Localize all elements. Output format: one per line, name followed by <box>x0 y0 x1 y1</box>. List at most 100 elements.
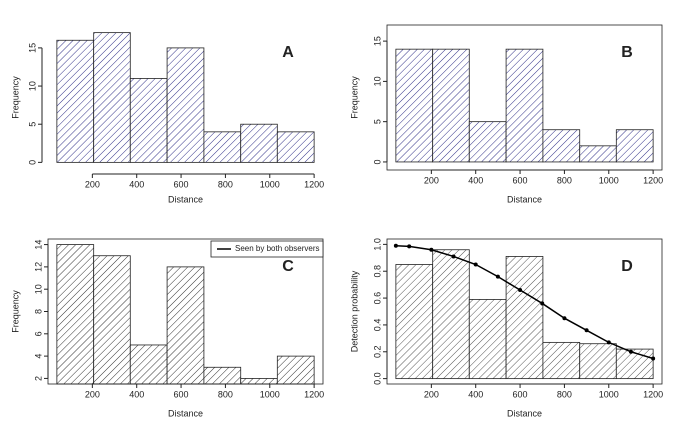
bar <box>203 131 242 163</box>
bar <box>203 366 242 385</box>
bar <box>505 256 544 380</box>
x-tick-label: 800 <box>218 179 233 189</box>
x-axis-label: Distance <box>168 194 203 204</box>
y-axis-label: Frequency <box>10 290 20 333</box>
bar <box>579 145 617 163</box>
y-tick-label: 1.0 <box>372 238 382 251</box>
y-axis-label: Frequency <box>10 76 20 119</box>
y-tick-label: 2 <box>33 376 43 381</box>
y-tick-label: 10 <box>27 81 37 91</box>
x-tick-label: 400 <box>468 389 483 399</box>
y-tick-label: 12 <box>33 262 43 272</box>
curve-point <box>628 349 633 354</box>
curve-point <box>584 328 589 333</box>
x-tick-label: 1000 <box>260 179 280 189</box>
y-tick-label: 0.6 <box>372 292 382 305</box>
x-tick-label: 1200 <box>643 389 663 399</box>
x-tick-label: 800 <box>557 175 572 185</box>
curve-point <box>393 243 398 248</box>
panel: 0 5 10 15 200 400 600 800 1000 1200 Distance Freque… <box>10 32 324 204</box>
bar <box>276 355 315 385</box>
x-tick-label: 1200 <box>304 179 324 189</box>
bar <box>432 48 470 163</box>
y-tick-label: 14 <box>33 240 43 250</box>
curve-point <box>429 247 434 252</box>
x-tick-label: 1000 <box>599 389 619 399</box>
y-tick-label: 6 <box>33 331 43 336</box>
y-tick-label: 0 <box>27 160 37 165</box>
curve-point <box>407 244 412 249</box>
bar <box>93 255 131 385</box>
bar <box>579 343 617 380</box>
y-axis-label: Detection probability <box>349 270 359 352</box>
bar <box>505 48 544 163</box>
y-axis-label: Frequency <box>349 76 359 119</box>
x-tick-label: 400 <box>129 179 144 189</box>
x-tick-label: 200 <box>424 389 439 399</box>
y-tick-label: 15 <box>372 36 382 46</box>
legend-box <box>210 240 324 258</box>
x-tick-label: 1000 <box>260 389 280 399</box>
x-tick-label: 400 <box>468 175 483 185</box>
panel-letter: C <box>282 258 294 275</box>
y-tick-label: 0.8 <box>372 265 382 278</box>
x-tick-label: 1200 <box>304 389 324 399</box>
bar <box>129 344 168 385</box>
x-tick-label: 1000 <box>599 175 619 185</box>
bar <box>56 39 95 163</box>
bar <box>615 348 654 380</box>
panel-letter: A <box>282 44 294 61</box>
x-tick-label: 600 <box>174 389 189 399</box>
bar <box>432 249 470 380</box>
bar <box>240 123 278 163</box>
legend-label: Seen by both observers <box>235 244 320 253</box>
y-tick-label: 10 <box>372 76 382 86</box>
x-tick-label: 600 <box>513 175 528 185</box>
bar <box>240 378 278 385</box>
curve-point <box>651 356 656 361</box>
bar <box>276 131 315 163</box>
y-tick-label: 10 <box>33 284 43 294</box>
bar <box>56 244 95 385</box>
bar <box>542 129 581 163</box>
x-axis-label: Distance <box>168 408 203 418</box>
y-tick-label: 4 <box>33 354 43 359</box>
bar <box>468 299 507 380</box>
x-tick-label: 200 <box>85 389 100 399</box>
x-tick-label: 400 <box>129 389 144 399</box>
bar <box>166 47 205 163</box>
panel-letter: D <box>621 258 633 275</box>
x-tick-label: 800 <box>557 389 572 399</box>
x-tick-label: 1200 <box>643 175 663 185</box>
y-tick-label: 5 <box>372 119 382 124</box>
bar <box>468 121 507 163</box>
curve-point <box>518 288 523 293</box>
x-tick-label: 600 <box>174 179 189 189</box>
curve-point <box>451 254 456 259</box>
x-tick-label: 800 <box>218 389 233 399</box>
bar <box>615 129 654 163</box>
y-tick-label: 0 <box>372 159 382 164</box>
curve-point <box>562 316 567 321</box>
curve-point <box>495 274 500 279</box>
y-tick-label: 5 <box>27 122 37 127</box>
y-tick-label: 0.4 <box>372 319 382 332</box>
curve-point <box>540 301 545 306</box>
bar <box>129 78 168 163</box>
panel: 2 4 6 8 10 12 14 200 400 600 800 1000 1200 Distance Fr… <box>10 238 324 418</box>
panel: 0 5 10 15 200 400 600 800 1000 1200 Distance Freque… <box>349 24 663 204</box>
x-axis-label: Distance <box>507 194 542 204</box>
y-tick-label: 15 <box>27 43 37 53</box>
bar <box>395 48 434 163</box>
curve-point <box>606 340 611 345</box>
x-tick-label: 600 <box>513 389 528 399</box>
x-tick-label: 200 <box>85 179 100 189</box>
y-tick-label: 0.2 <box>372 346 382 359</box>
bar <box>166 266 205 385</box>
y-tick-label: 0.0 <box>372 372 382 385</box>
x-axis-label: Distance <box>507 408 542 418</box>
curve-point <box>473 262 478 267</box>
x-tick-label: 200 <box>424 175 439 185</box>
panel-letter: B <box>621 44 633 61</box>
